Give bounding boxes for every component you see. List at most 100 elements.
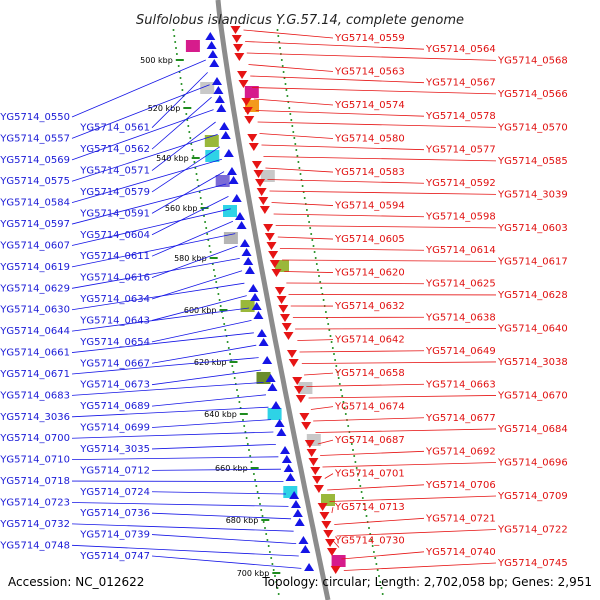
reverse-gene-arrow — [241, 98, 252, 106]
gc-dot — [290, 119, 293, 121]
gc-dot — [252, 473, 255, 475]
reverse-gene-arrow — [294, 386, 305, 394]
gc-dot — [318, 275, 320, 277]
left-gene-label: YG5714_0732 — [0, 519, 70, 530]
gc-dot — [275, 581, 278, 583]
gc-dot — [277, 35, 280, 37]
gc-dot — [319, 281, 322, 283]
gc-dot — [327, 323, 330, 325]
left-gene-label: YG5714_0575 — [0, 176, 70, 187]
right-leader-line — [332, 540, 340, 548]
forward-gene-arrow — [253, 311, 264, 319]
right-leader-line — [306, 383, 425, 387]
right-gene-label: YG5714_0677 — [425, 413, 496, 424]
forward-gene-arrow — [241, 248, 252, 256]
left-gene-label: YG5714_0550 — [0, 112, 70, 123]
reverse-gene-arrow — [247, 134, 258, 142]
right-gene-label: YG5714_0603 — [497, 223, 568, 234]
reverse-gene-arrow — [259, 206, 270, 214]
left-gene-label: YG5714_0561 — [79, 123, 150, 134]
right-gene-label: YG5714_0632 — [334, 301, 405, 312]
forward-gene-arrow — [206, 41, 217, 49]
left-gene-label: YG5714_0723 — [0, 497, 70, 508]
gc-dot — [365, 515, 368, 517]
gc-dot — [330, 341, 333, 343]
gc-dot — [328, 329, 331, 331]
right-gene-label: YG5714_0649 — [425, 346, 496, 357]
gc-dot — [371, 545, 374, 547]
gc-dot — [307, 215, 309, 217]
gc-dot — [264, 527, 266, 529]
gc-dot — [215, 281, 218, 283]
right-leader-line — [263, 156, 497, 162]
gc-dot — [272, 569, 275, 571]
gc-dot — [303, 197, 306, 199]
forward-gene-arrow — [291, 500, 302, 508]
gc-dot — [199, 197, 202, 199]
forward-gene-arrow — [234, 212, 245, 220]
right-leader-line — [299, 350, 425, 353]
gc-dot — [218, 299, 221, 301]
left-gene-label: YG5714_0644 — [0, 326, 70, 337]
forward-gene-arrow — [223, 149, 234, 157]
right-gene-label: YG5714_0722 — [497, 524, 568, 535]
gc-dot — [198, 191, 201, 193]
gc-dot — [376, 569, 379, 571]
gc-dot — [305, 209, 308, 211]
gc-dot — [262, 521, 265, 523]
gc-dot — [257, 497, 260, 499]
left-leader-line — [151, 491, 286, 495]
reverse-gene-arrow — [274, 287, 285, 295]
left-leader-line — [71, 523, 294, 532]
right-leader-line — [329, 495, 497, 502]
left-leader-line — [151, 394, 267, 407]
gc-dot — [360, 491, 363, 493]
gc-dot — [267, 545, 270, 547]
gc-dot — [209, 251, 212, 253]
feature-block — [200, 82, 215, 94]
left-gene-label: YG5714_0689 — [79, 401, 150, 412]
forward-gene-arrow — [304, 563, 315, 571]
gc-dot — [336, 371, 339, 373]
right-leader-line — [252, 87, 497, 95]
reverse-gene-arrow — [264, 233, 275, 241]
gc-dot — [308, 221, 311, 223]
left-leader-line — [151, 295, 247, 321]
right-leader-line — [267, 179, 425, 184]
right-gene-label: YG5714_0567 — [425, 78, 496, 89]
gc-dot — [260, 509, 263, 511]
gc-dot — [266, 539, 269, 541]
kbp-tick-label: 580 kbp — [174, 254, 207, 263]
feature-block — [298, 382, 313, 394]
left-gene-label: YG5714_0661 — [0, 348, 70, 359]
gc-dot — [322, 299, 325, 301]
right-gene-label: YG5714_0696 — [497, 457, 568, 468]
forward-gene-arrow — [265, 374, 276, 382]
gc-dot — [223, 323, 226, 325]
right-gene-label: YG5714_0570 — [497, 122, 568, 133]
gc-dot — [350, 443, 353, 445]
right-leader-line — [282, 259, 497, 262]
reverse-gene-arrow — [237, 71, 248, 79]
gc-dot — [282, 71, 285, 73]
reverse-gene-arrow — [325, 539, 336, 547]
reverse-gene-arrow — [306, 449, 317, 457]
right-gene-label: YG5714_0692 — [425, 446, 496, 457]
kbp-tick-label: 700 kbp — [237, 569, 270, 578]
genome-summary-text: Topology: circular; Length: 2,702,058 bp… — [261, 575, 592, 589]
right-leader-line — [250, 75, 425, 84]
reverse-gene-arrow — [288, 359, 299, 367]
forward-gene-arrow — [220, 131, 231, 139]
gc-dot — [342, 401, 345, 403]
kbp-tick-label: 640 kbp — [204, 410, 237, 419]
right-leader-line — [334, 517, 425, 525]
reverse-gene-arrow — [313, 485, 324, 493]
right-leader-line — [320, 450, 425, 456]
left-leader-line — [71, 357, 259, 375]
right-gene-label: YG5714_0670 — [497, 390, 568, 401]
gc-dot — [204, 221, 207, 223]
left-leader-line — [151, 171, 225, 214]
left-gene-labels: YG5714_0550 YG5714_0561 YG5714_0557 YG5714_… — [0, 112, 150, 562]
right-gene-label: YG5714_0640 — [497, 323, 568, 334]
feature-block — [204, 135, 219, 147]
